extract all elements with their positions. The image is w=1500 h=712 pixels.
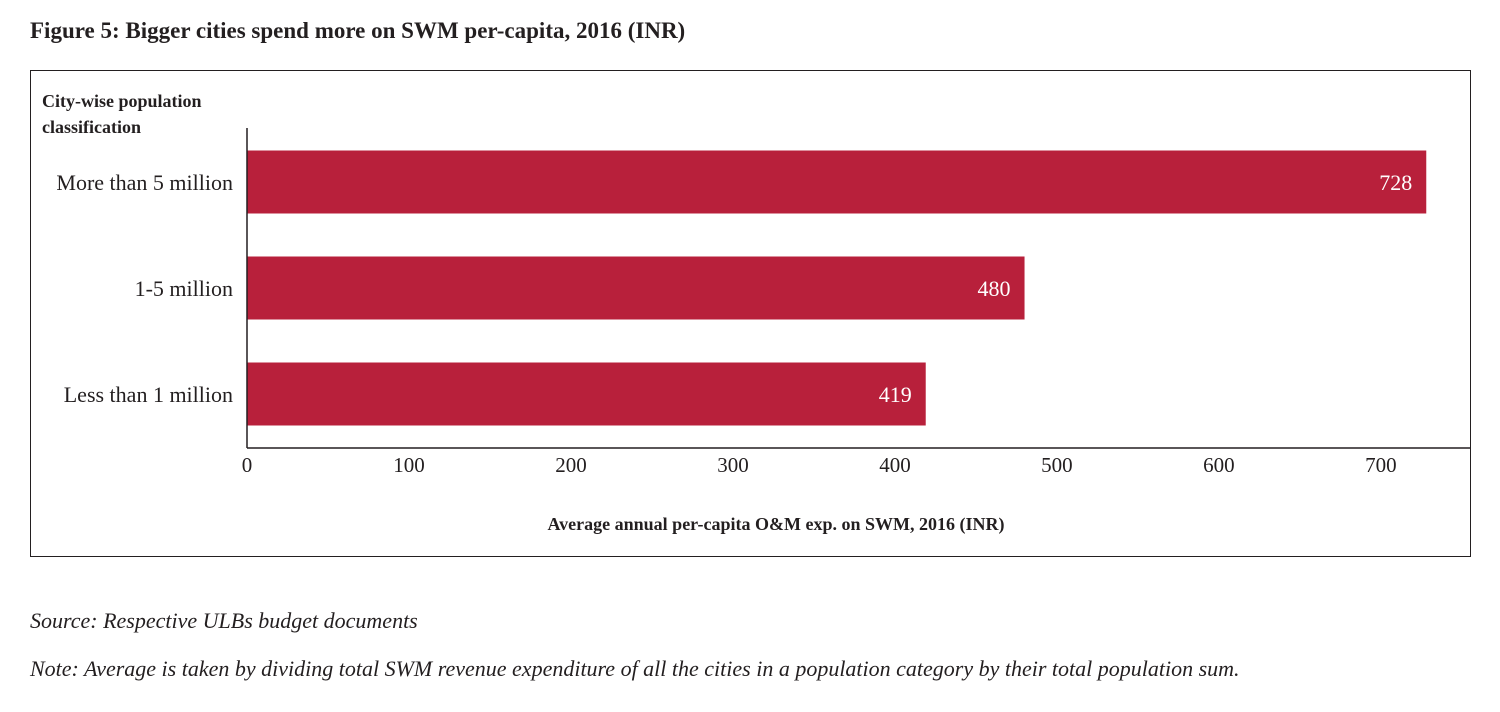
chart-frame: [30, 70, 1471, 557]
note-text: Note: Average is taken by dividing total…: [30, 656, 1240, 681]
x-tick-label: 400: [879, 453, 911, 477]
x-tick-label: 0: [242, 453, 253, 477]
x-tick-label: 300: [717, 453, 749, 477]
value-label: 419: [879, 382, 912, 407]
bar: [247, 150, 1427, 214]
x-tick-label: 700: [1365, 453, 1397, 477]
value-label: 728: [1379, 170, 1412, 195]
bar: [247, 256, 1025, 320]
y-axis-title-line2: classification: [42, 117, 141, 137]
x-tick-label: 100: [393, 453, 425, 477]
y-axis-title: City-wise population classification: [42, 88, 282, 140]
value-label: 480: [978, 276, 1011, 301]
figure-title: Figure 5: Bigger cities spend more on SW…: [30, 18, 686, 43]
bar: [247, 362, 926, 426]
x-tick-label: 200: [555, 453, 587, 477]
category-label: 1-5 million: [135, 276, 233, 301]
x-axis-title: Average annual per-capita O&M exp. on SW…: [548, 514, 1005, 535]
category-label: More than 5 million: [56, 170, 233, 195]
category-label: Less than 1 million: [64, 382, 233, 407]
y-axis-title-line1: City-wise population: [42, 91, 202, 111]
source-text: Source: Respective ULBs budget documents: [30, 608, 418, 633]
x-tick-label: 600: [1203, 453, 1235, 477]
x-tick-label: 500: [1041, 453, 1073, 477]
